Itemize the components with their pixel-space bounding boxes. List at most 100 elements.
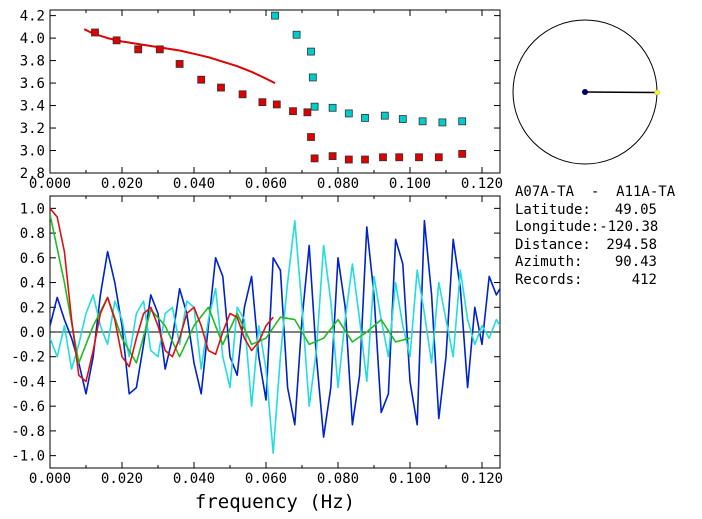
- latitude-row: Latitude: 49.05: [515, 202, 657, 220]
- x-tick-label: 0.100: [389, 176, 431, 192]
- data-point: [272, 100, 281, 109]
- data-point: [289, 107, 297, 116]
- series-line-1: [50, 219, 500, 454]
- azimuth-line: [584, 91, 658, 94]
- data-point: [238, 90, 247, 99]
- latitude-label: Latitude:: [515, 201, 591, 218]
- x-tick-label: 0.120: [461, 176, 503, 192]
- data-point: [438, 118, 447, 127]
- data-point: [344, 109, 353, 118]
- azimuth-value: 90.43: [614, 254, 657, 270]
- correlation-chart: 0.000 0.020 0.040 0.060 0.080 0.100 0.120 -1.0 -…: [11, 195, 503, 513]
- station-pair-title: A07A-TA - A11A-TA: [515, 184, 676, 200]
- data-point: [361, 114, 369, 122]
- y-tick-label: 3.2: [20, 121, 45, 137]
- y-tick-label: 3.6: [20, 76, 45, 92]
- data-point: [310, 102, 319, 111]
- series-line-0: [50, 219, 500, 438]
- x-tick-label: 0.060: [245, 176, 287, 192]
- records-value: 412: [631, 271, 657, 288]
- data-point: [155, 45, 164, 54]
- data-point: [217, 83, 225, 92]
- records-label: Records:: [515, 271, 583, 288]
- azimuth-label: Azimuth:: [515, 254, 583, 270]
- y-tick-label: -1.0: [11, 449, 45, 465]
- station-dot: [582, 89, 588, 95]
- longitude-label: Longitude:: [515, 219, 600, 235]
- data-point: [292, 30, 301, 39]
- y-tick-label: -0.6: [11, 399, 45, 415]
- x-axis-label: frequency (Hz): [195, 491, 355, 513]
- data-point: [379, 153, 387, 162]
- y-tick-label: 4.2: [20, 9, 45, 25]
- y-tick-label: 2.8: [20, 166, 45, 182]
- x-tick-label: 0.080: [317, 471, 359, 487]
- data-point: [458, 149, 467, 158]
- data-point: [310, 154, 319, 163]
- dispersion-chart: 0.000 0.020 0.040 0.060 0.080 0.100 0.120 2.8 3.…: [20, 9, 503, 192]
- y-tick-label: 0.6: [20, 251, 45, 267]
- y-tick-label: -0.4: [11, 374, 45, 390]
- x-tick-label: 0.060: [245, 471, 287, 487]
- azimuth-circle: [512, 19, 660, 165]
- series-line-3: [50, 207, 274, 383]
- data-point: [175, 60, 184, 68]
- data-point: [434, 153, 443, 162]
- data-point: [91, 28, 99, 37]
- y-tick-label: 3.0: [20, 144, 45, 160]
- y-tick-label: -0.8: [11, 424, 45, 440]
- data-point: [361, 155, 369, 164]
- plot-frame: [49, 9, 501, 174]
- y-tick-label: 0.4: [20, 276, 45, 292]
- station-info-panel: A07A-TA - A11A-TA Latitude: 49.05 Longit…: [515, 184, 700, 289]
- latitude-value: 49.05: [614, 201, 657, 218]
- plot-area: [83, 11, 467, 164]
- y-tick-label: 1.0: [20, 201, 45, 217]
- longitude-value: -120.38: [599, 219, 659, 235]
- y-tick-label: 4.0: [20, 31, 45, 47]
- distance-value: 294.58: [606, 236, 657, 253]
- y-tick-label: 0.8: [20, 226, 45, 242]
- x-tick-label: 0.000: [29, 471, 71, 487]
- data-point: [328, 103, 337, 112]
- x-tick-label: 0.020: [101, 471, 143, 487]
- data-point: [307, 47, 315, 56]
- data-point: [415, 153, 423, 162]
- x-tick-label: 0.040: [173, 176, 215, 192]
- data-point: [112, 36, 121, 45]
- y-tick-label: 3.4: [20, 99, 45, 115]
- series-line-0: [83, 28, 276, 84]
- azimuth-row: Azimuth: 90.43: [515, 254, 657, 272]
- y-tick-label: 0.2: [20, 300, 45, 316]
- distance-row: Distance: 294.58: [515, 237, 657, 255]
- records-row: Records: 412: [515, 272, 657, 290]
- x-tick-label: 0.080: [317, 176, 359, 192]
- data-point: [380, 111, 389, 120]
- data-point: [398, 115, 407, 123]
- plot-area: [50, 207, 500, 454]
- data-point: [395, 153, 404, 162]
- data-point: [344, 155, 353, 164]
- x-tick-label: 0.020: [101, 176, 143, 192]
- data-point: [303, 108, 312, 117]
- data-point: [258, 98, 267, 107]
- data-point: [307, 133, 315, 141]
- y-tick-label: 3.8: [20, 54, 45, 70]
- x-tick-label: 0.040: [173, 471, 215, 487]
- x-tick-label: 0.100: [389, 471, 431, 487]
- data-point: [197, 75, 206, 84]
- x-tick-label: 0.120: [461, 471, 503, 487]
- data-point: [328, 152, 337, 161]
- target-dot: [654, 89, 660, 96]
- distance-label: Distance:: [515, 236, 591, 253]
- data-point: [458, 117, 467, 126]
- y-tick-label: 0.0: [20, 325, 45, 341]
- data-point: [308, 73, 317, 82]
- x-tick-label: 0.000: [29, 176, 71, 192]
- data-point: [271, 11, 279, 20]
- y-tick-label: -0.2: [11, 350, 45, 366]
- longitude-row: Longitude: -120.38: [515, 219, 659, 237]
- data-point: [418, 117, 427, 126]
- data-point: [134, 45, 143, 54]
